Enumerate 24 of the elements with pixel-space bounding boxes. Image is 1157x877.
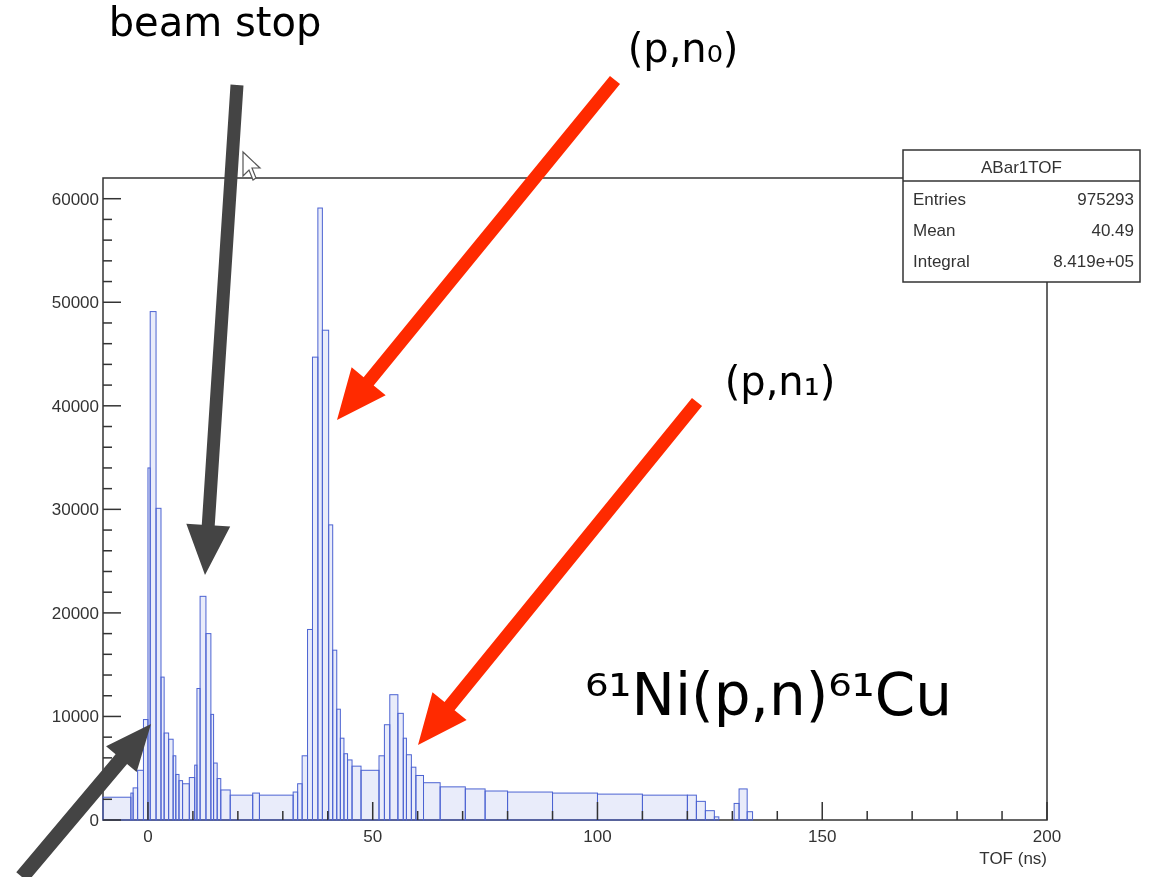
text: ABar1TOF [981, 158, 1062, 177]
x-tick-label: 0 [143, 827, 153, 846]
text: ⁶¹Ni(p,n)⁶¹Cu [585, 661, 953, 729]
text: 8.419e+05 [1053, 252, 1134, 271]
x-tick-label: 150 [808, 827, 837, 846]
annotation: Integral [913, 252, 970, 271]
text: 40.49 [1091, 221, 1134, 240]
annotation: (p,n₁) [724, 358, 836, 404]
x-axis-title: TOF (ns) [979, 849, 1047, 868]
annotation: Entries [913, 190, 966, 209]
x-tick-label: 200 [1032, 827, 1062, 846]
y-tick-label: 30000 [51, 500, 99, 520]
text: (p,n₀) [627, 25, 739, 71]
y-tick-label: 60000 [51, 189, 99, 209]
y-tick-label: 20000 [51, 603, 99, 623]
x-tick-label: 100 [583, 827, 612, 846]
text: 975293 [1077, 190, 1134, 209]
x-tick-label: 50 [363, 827, 383, 846]
annotation: Mean [913, 221, 956, 240]
y-tick-label: 0 [89, 811, 99, 830]
text: beam stop [108, 0, 322, 45]
y-tick-label: 40000 [51, 396, 99, 416]
y-tick-label: 10000 [51, 707, 99, 727]
y-tick-label: 50000 [51, 293, 99, 313]
